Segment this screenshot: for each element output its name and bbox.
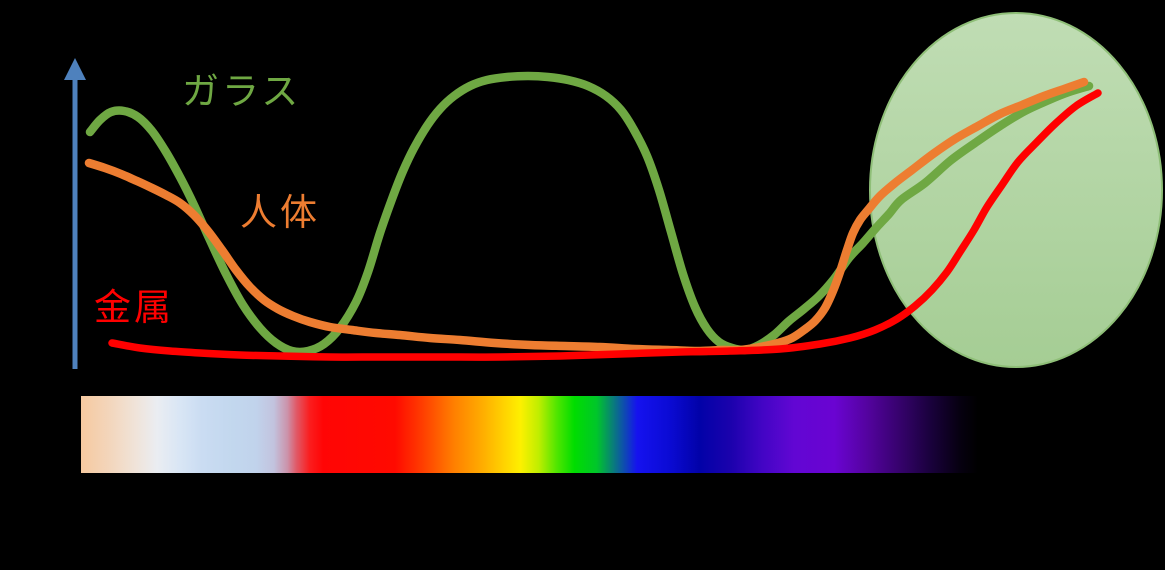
curve-metal [108, 89, 1102, 361]
label-body: 人体 [240, 191, 320, 234]
label-glass: ガラス [182, 70, 302, 113]
label-metal: 金属 [94, 286, 174, 329]
curve-glass [85, 71, 1094, 357]
spectrum-bar [81, 396, 978, 473]
y-axis-arrowhead [64, 58, 86, 80]
